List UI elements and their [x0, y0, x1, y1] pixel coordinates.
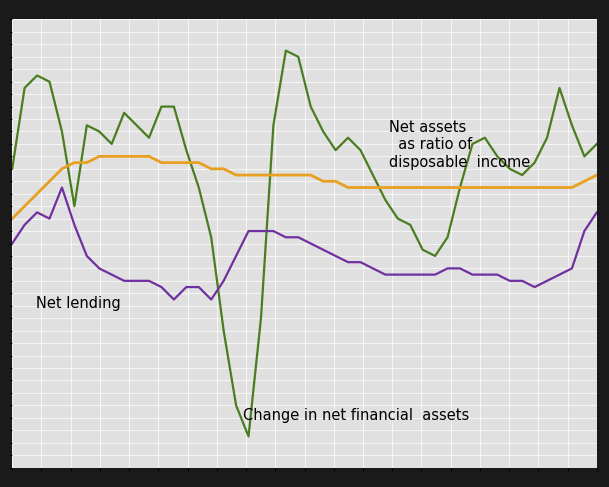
Text: Net lending: Net lending	[35, 297, 121, 312]
Text: Change in net financial  assets: Change in net financial assets	[243, 409, 470, 424]
Text: Net assets
  as ratio of
disposable  income: Net assets as ratio of disposable income	[389, 120, 530, 170]
